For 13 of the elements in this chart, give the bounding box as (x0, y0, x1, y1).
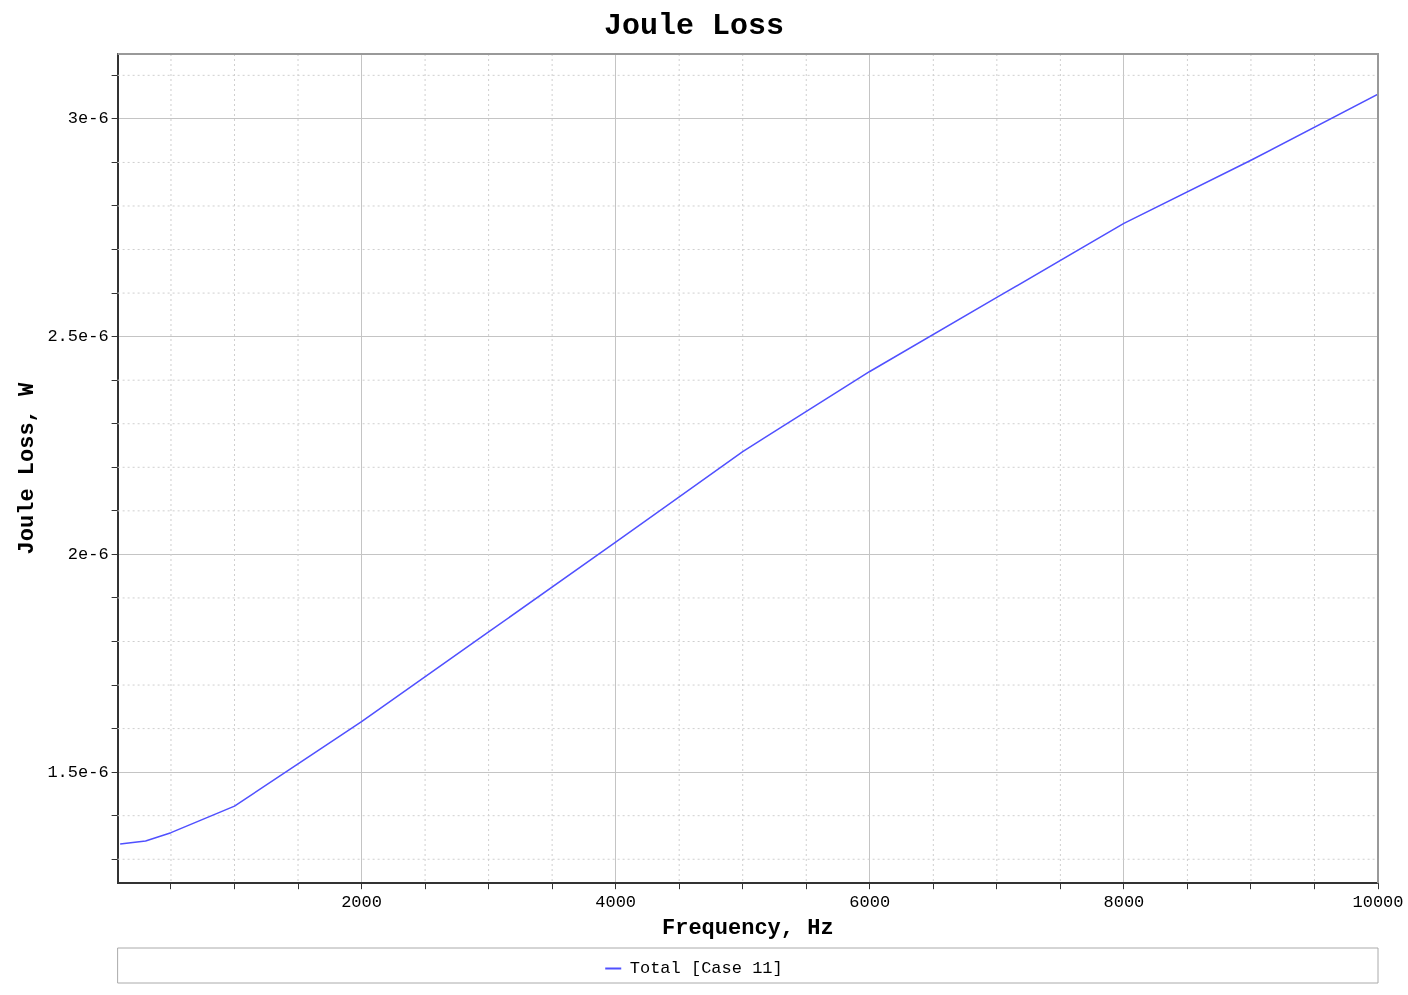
y-tick-label: 2e-6 (67, 544, 109, 564)
x-axis-title: Frequency, Hz (661, 916, 834, 942)
y-axis-title: Joule Loss, W (14, 381, 40, 555)
y-tick-label: 1.5e-6 (47, 762, 109, 782)
x-tick-label: 6000 (849, 892, 891, 912)
x-tick-label: 2000 (341, 892, 382, 912)
chart-title: Joule Loss (603, 8, 785, 43)
legend-label: Total [Case 11] (629, 959, 783, 978)
x-tick-label: 4000 (595, 892, 637, 912)
x-tick-label: 10000 (1352, 892, 1404, 912)
x-tick-label: 8000 (1103, 892, 1145, 912)
y-tick-label: 2.5e-6 (47, 327, 109, 347)
y-tick-label: 3e-6 (67, 109, 109, 129)
